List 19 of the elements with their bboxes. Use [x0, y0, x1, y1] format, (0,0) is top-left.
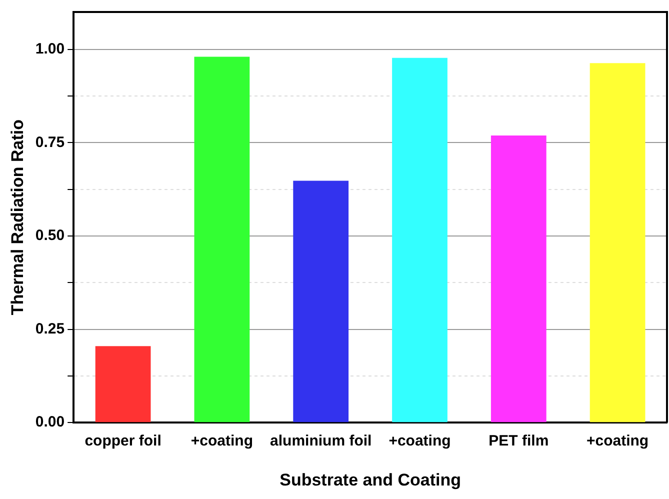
bar [490, 136, 546, 422]
bar [293, 180, 349, 422]
x-tick-label: +coating [190, 432, 253, 450]
x-axis-title: Substrate and Coating [280, 470, 461, 490]
bar [392, 58, 448, 422]
bar [194, 56, 250, 422]
bar [95, 346, 151, 422]
y-tick-label: 1.00 [35, 40, 65, 58]
bar [590, 63, 646, 422]
x-tick-label: aluminium foil [270, 432, 372, 450]
x-tick-label: +coating [388, 432, 451, 450]
y-axis-title: Thermal Radiation Ratio [8, 120, 27, 316]
x-tick-label: copper foil [84, 432, 162, 450]
x-tick-label: PET film [488, 432, 549, 450]
x-tick-label: +coating [586, 432, 649, 450]
y-tick-label: 0.75 [35, 134, 65, 151]
y-tick-label: 0.00 [35, 414, 65, 431]
y-tick-label: 0.25 [35, 320, 65, 338]
y-tick-label: 0.50 [35, 227, 65, 244]
